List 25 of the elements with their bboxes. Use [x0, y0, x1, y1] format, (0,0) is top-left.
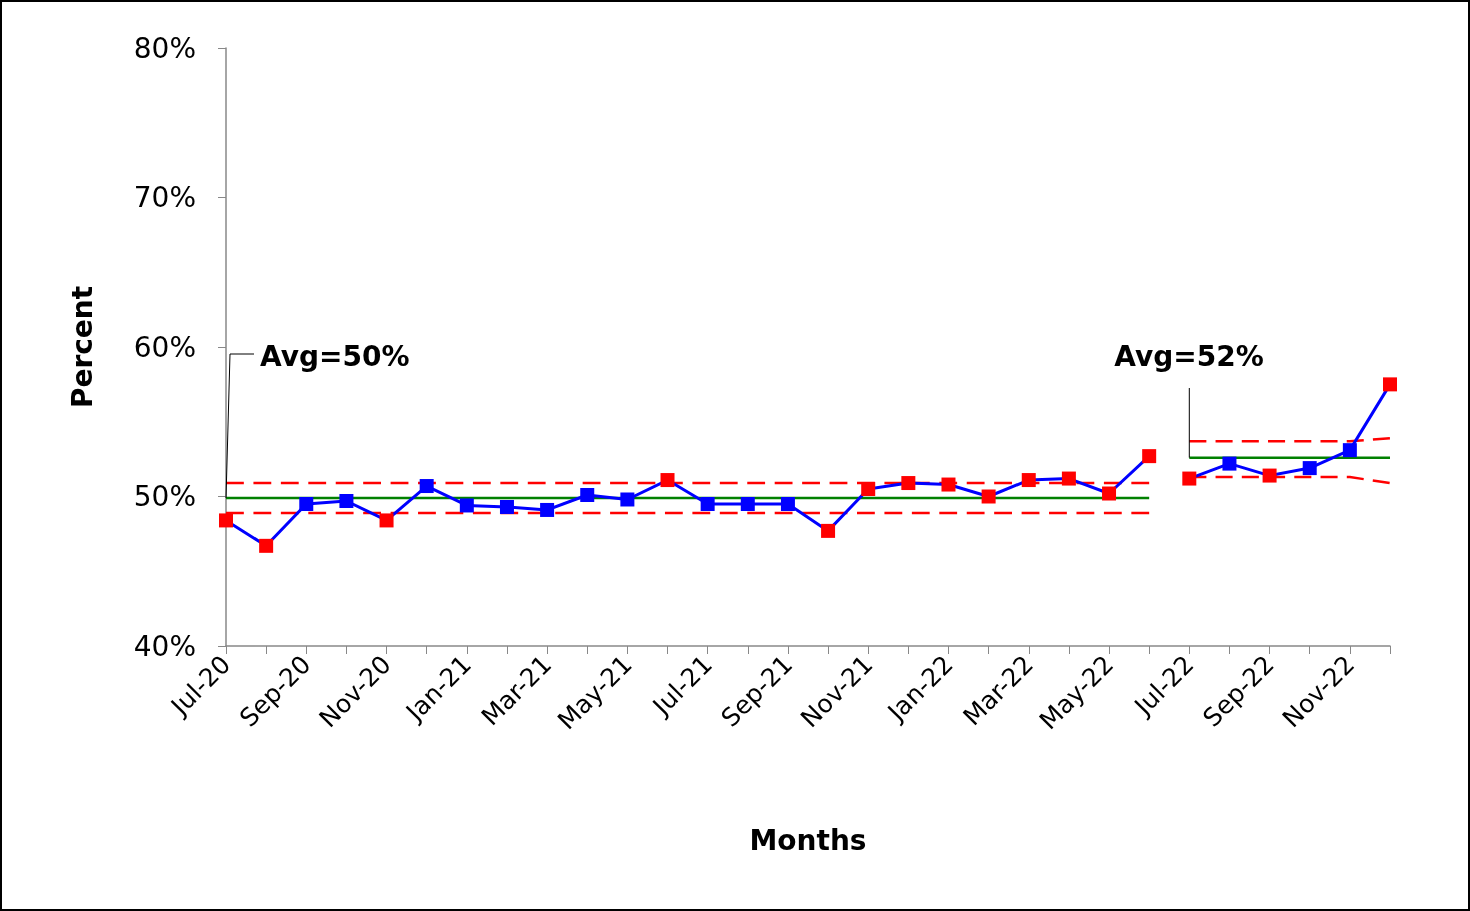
point [1061, 471, 1076, 486]
point [1302, 461, 1317, 476]
y-tick-label: 50% [133, 480, 196, 513]
point [861, 482, 876, 497]
point [821, 523, 836, 538]
point [1342, 443, 1357, 458]
y-tick-label: 60% [133, 330, 196, 364]
point [379, 513, 394, 528]
point [1102, 486, 1117, 501]
point [259, 538, 274, 553]
point [941, 477, 956, 492]
x-axis-title: Months [749, 823, 867, 857]
point [1021, 473, 1036, 488]
point [1142, 449, 1157, 464]
point [1222, 456, 1237, 471]
point [901, 476, 916, 491]
y-tick-label: 40% [133, 629, 196, 663]
annotation: Avg=52% [1114, 339, 1264, 373]
annotation: Avg=50% [260, 339, 410, 373]
point [219, 513, 233, 528]
y-tick-label: 80% [133, 31, 196, 65]
y-axis-title: Percent [65, 285, 99, 409]
point [660, 473, 675, 488]
point [981, 489, 996, 504]
y-tick-label: 70% [133, 181, 196, 214]
